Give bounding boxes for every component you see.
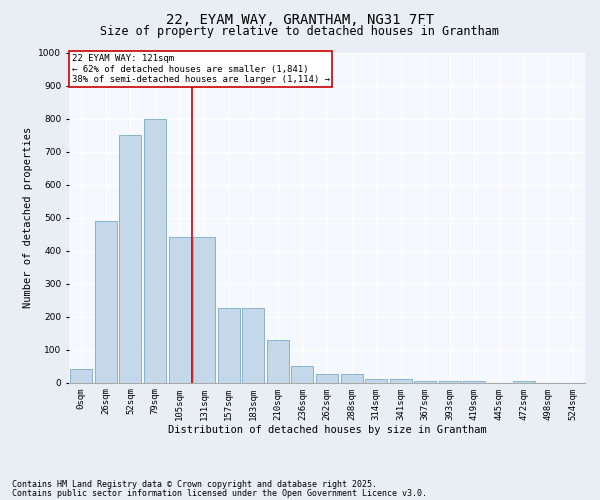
Bar	[316, 374, 338, 382]
Bar	[193, 238, 215, 382]
Bar	[365, 379, 387, 382]
Bar	[119, 135, 142, 382]
Bar	[267, 340, 289, 382]
Bar	[70, 370, 92, 382]
Bar	[389, 379, 412, 382]
Bar	[463, 381, 485, 382]
Text: 22, EYAM WAY, GRANTHAM, NG31 7FT: 22, EYAM WAY, GRANTHAM, NG31 7FT	[166, 12, 434, 26]
Bar	[512, 381, 535, 382]
Bar	[341, 374, 362, 382]
Bar	[169, 238, 191, 382]
Bar	[95, 221, 117, 382]
Bar	[439, 381, 461, 382]
Bar	[218, 308, 240, 382]
Text: 22 EYAM WAY: 121sqm
← 62% of detached houses are smaller (1,841)
38% of semi-det: 22 EYAM WAY: 121sqm ← 62% of detached ho…	[71, 54, 329, 84]
Bar	[414, 381, 436, 382]
X-axis label: Distribution of detached houses by size in Grantham: Distribution of detached houses by size …	[167, 425, 487, 435]
Bar	[144, 118, 166, 382]
Y-axis label: Number of detached properties: Number of detached properties	[23, 127, 33, 308]
Bar	[292, 366, 313, 382]
Text: Contains public sector information licensed under the Open Government Licence v3: Contains public sector information licen…	[12, 489, 427, 498]
Bar	[242, 308, 265, 382]
Text: Contains HM Land Registry data © Crown copyright and database right 2025.: Contains HM Land Registry data © Crown c…	[12, 480, 377, 489]
Text: Size of property relative to detached houses in Grantham: Size of property relative to detached ho…	[101, 25, 499, 38]
